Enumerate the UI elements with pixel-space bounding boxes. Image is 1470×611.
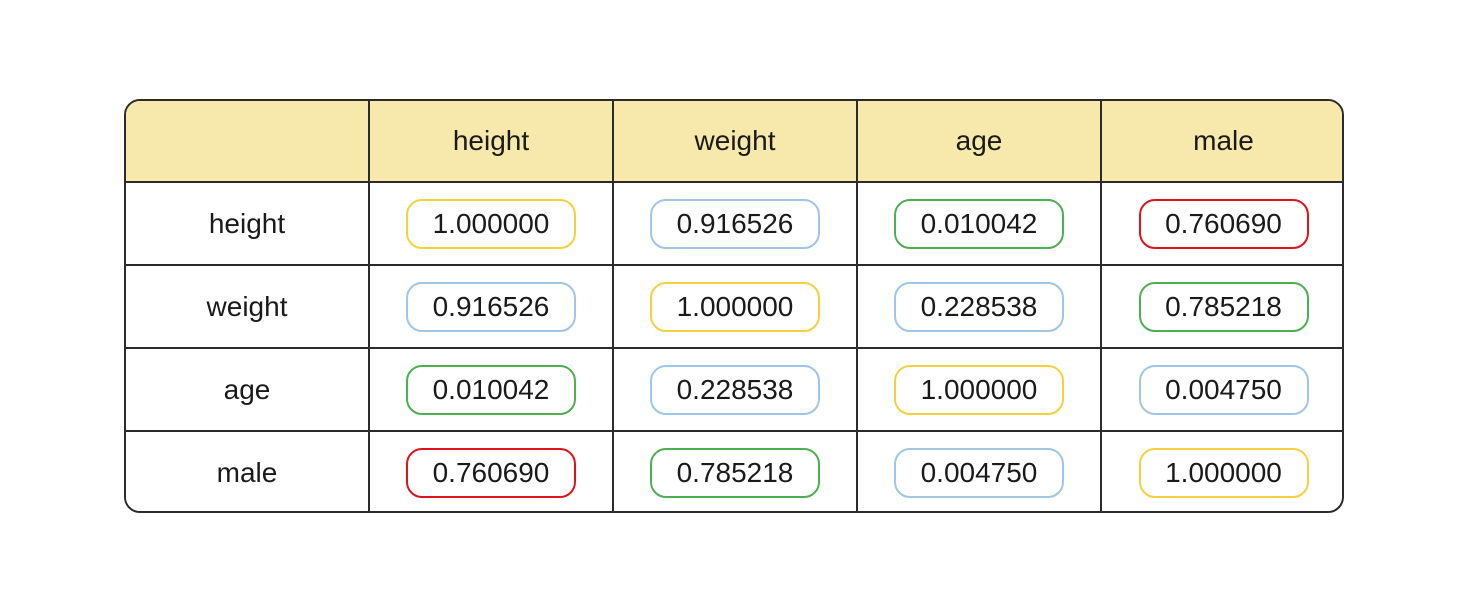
table-cell: 0.010042 [857, 182, 1102, 266]
value-pill: 1.000000 [894, 364, 1064, 415]
table-cell: 0.760690 [369, 431, 614, 511]
table-cell: 0.228538 [613, 348, 858, 432]
table-cell: 0.916526 [613, 182, 858, 266]
value-pill: 1.000000 [650, 281, 820, 332]
table-cell: 0.916526 [369, 265, 614, 349]
value-pill: 1.000000 [406, 198, 576, 249]
value-pill: 0.785218 [650, 447, 820, 498]
table-row: age 0.010042 0.228538 1.000000 0.004750 [126, 348, 1342, 432]
table-cell: 0.004750 [1101, 348, 1342, 432]
value-pill: 0.916526 [650, 198, 820, 249]
table-cell: 1.000000 [369, 182, 614, 266]
corner-cell [126, 101, 370, 183]
table-cell: 0.760690 [1101, 182, 1342, 266]
column-header: height [369, 101, 614, 183]
row-label: height [126, 182, 370, 266]
value-pill: 0.010042 [894, 198, 1064, 249]
value-pill: 1.000000 [1138, 447, 1309, 498]
table-row: weight 0.916526 1.000000 0.228538 0.7852… [126, 265, 1342, 349]
value-pill: 0.010042 [406, 364, 576, 415]
value-pill: 0.228538 [650, 364, 820, 415]
row-label: weight [126, 265, 370, 349]
table-cell: 1.000000 [1101, 431, 1342, 511]
column-header: male [1101, 101, 1342, 183]
value-pill: 0.760690 [1138, 198, 1309, 249]
table-cell: 0.004750 [857, 431, 1102, 511]
table-cell: 1.000000 [613, 265, 858, 349]
table-row: height 1.000000 0.916526 0.010042 0.7606… [126, 182, 1342, 266]
value-pill: 0.760690 [406, 447, 576, 498]
header-row: height weight age male [126, 101, 1342, 183]
table-cell: 1.000000 [857, 348, 1102, 432]
value-pill: 0.004750 [894, 447, 1064, 498]
value-pill: 0.785218 [1138, 281, 1309, 332]
correlation-matrix: height weight age male height 1.000000 0… [126, 101, 1342, 511]
table-cell: 0.010042 [369, 348, 614, 432]
table-cell: 0.228538 [857, 265, 1102, 349]
value-pill: 0.916526 [406, 281, 576, 332]
column-header: weight [613, 101, 858, 183]
value-pill: 0.228538 [894, 281, 1064, 332]
row-label: male [126, 431, 370, 511]
table-cell: 0.785218 [613, 431, 858, 511]
value-pill: 0.004750 [1138, 364, 1309, 415]
column-header: age [857, 101, 1102, 183]
row-label: age [126, 348, 370, 432]
table-row: male 0.760690 0.785218 0.004750 1.000000 [126, 431, 1342, 511]
correlation-table: height weight age male height 1.000000 0… [124, 99, 1344, 513]
table-cell: 0.785218 [1101, 265, 1342, 349]
